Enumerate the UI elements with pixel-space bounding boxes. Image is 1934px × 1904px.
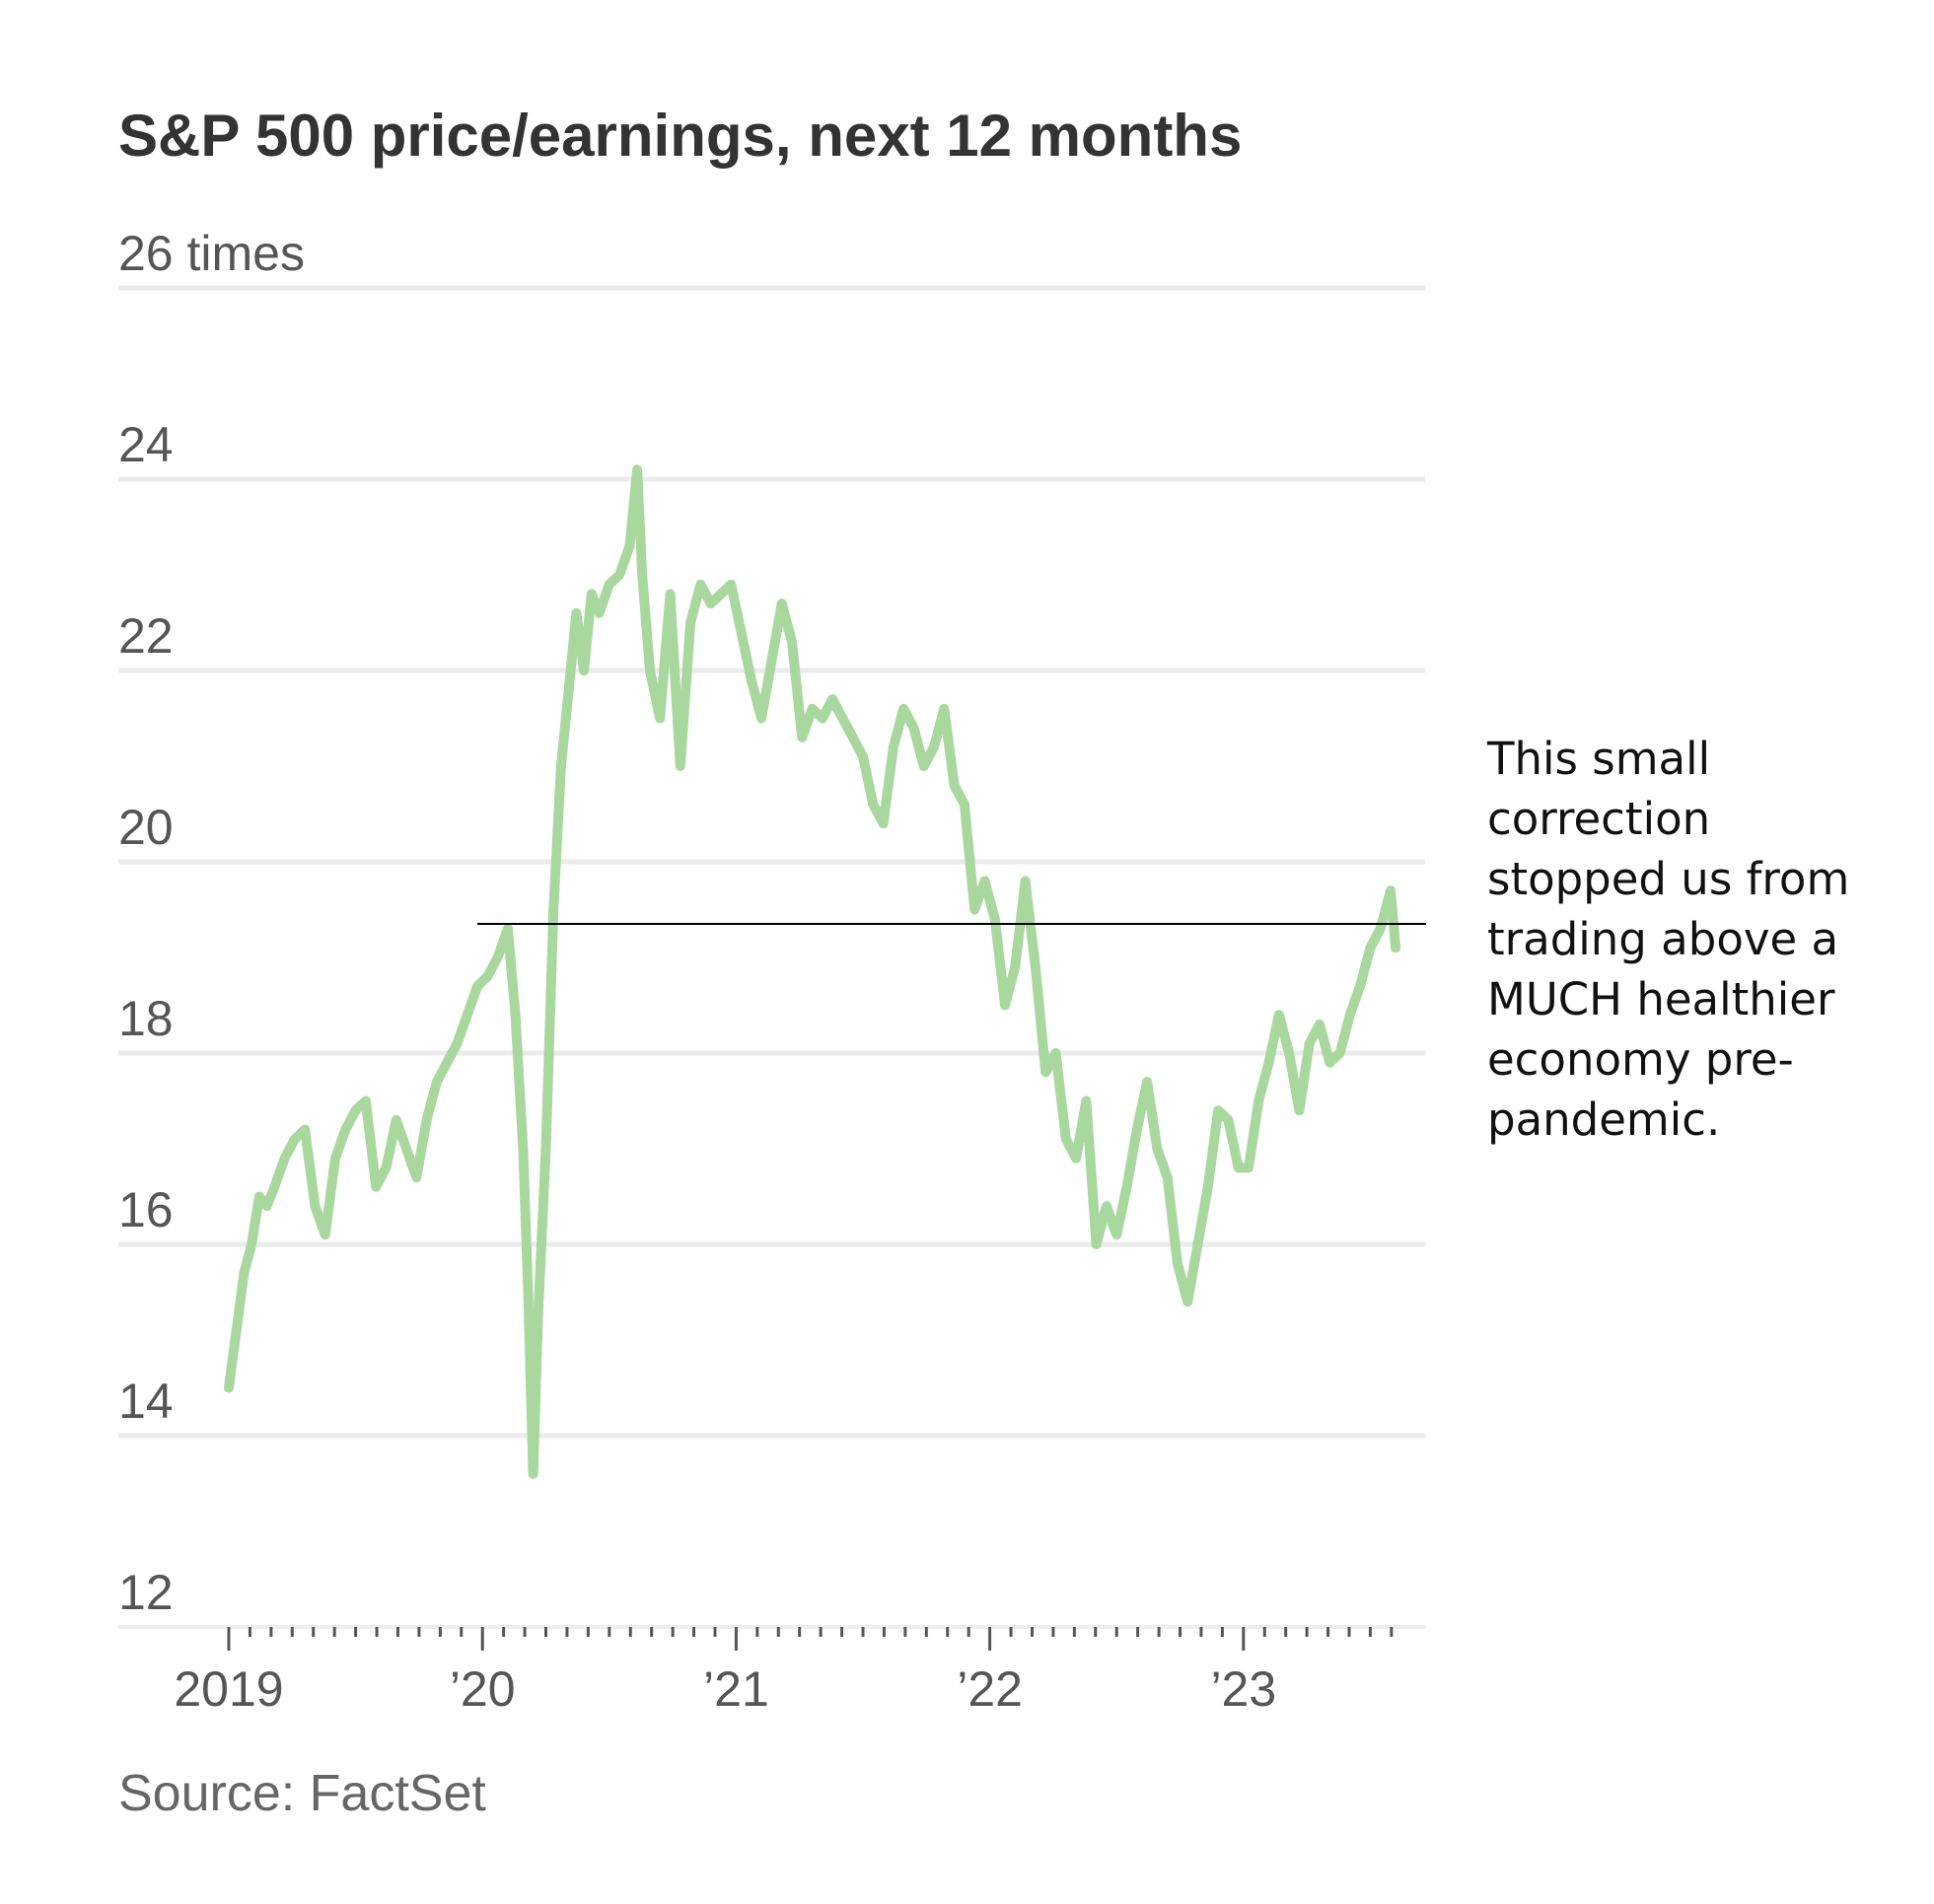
x-tick-label: 2019 [174,1661,283,1717]
x-tick-label: ’22 [957,1661,1023,1717]
y-tick-label: 12 [118,1565,174,1620]
y-tick-label: 24 [118,417,174,472]
y-tick-label: 18 [118,991,174,1046]
annotation-text-line: pandemic. [1487,1093,1720,1146]
annotation-text-line: economy pre- [1487,1033,1794,1086]
y-tick-label: 20 [118,800,174,855]
x-tick-label: ’20 [450,1661,516,1717]
y-tick-label: 22 [118,608,174,664]
y-axis-labels: 12 14 16 18 20 22 24 26 times [118,226,305,1620]
x-tick-label: ’23 [1210,1661,1276,1717]
x-axis: 2019 ’20 ’21 ’22 ’23 [118,1625,1425,1717]
grid-lines [118,285,1425,1439]
annotation-text-line: correction [1487,793,1710,845]
y-tick-label: 16 [118,1182,174,1237]
chart-title: S&P 500 price/earnings, next 12 months [118,103,1242,169]
y-tick-label: 14 [118,1374,174,1429]
annotation-text-line: stopped us from [1487,853,1849,905]
annotation-text-line: trading above a [1487,913,1838,965]
annotation-text-line: MUCH healthier [1487,973,1835,1025]
series-line [224,464,1401,1479]
x-tick-label: ’21 [703,1661,769,1717]
source-note: Source: FactSet [118,1765,486,1822]
annotation-text-line: This small [1486,733,1710,785]
y-tick-label: 26 times [118,226,305,281]
series-group [224,464,1401,1479]
annotation: This small correction stopped us from tradi… [477,733,1849,1146]
